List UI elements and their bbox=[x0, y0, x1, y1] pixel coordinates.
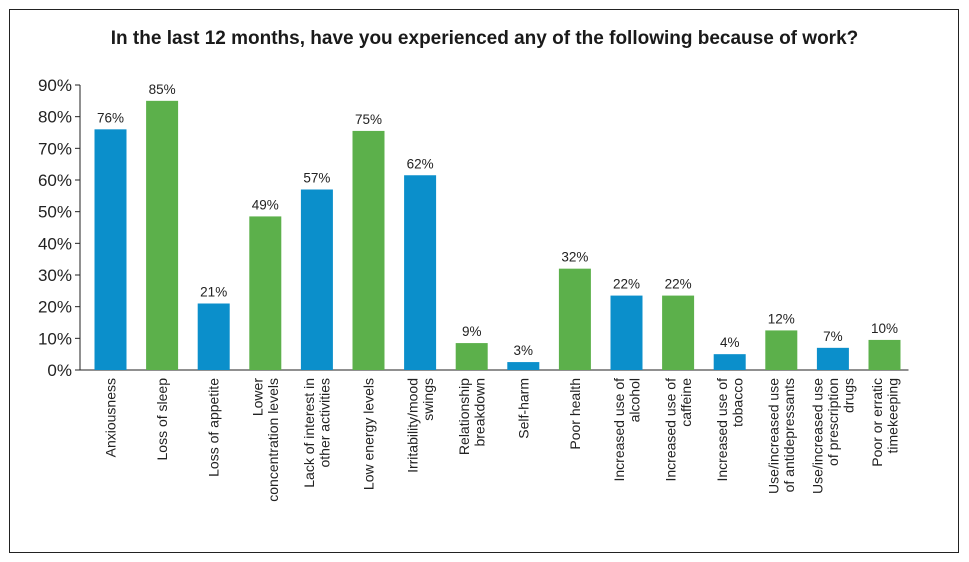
y-tick-label: 80% bbox=[38, 108, 72, 127]
category-label: timekeeping bbox=[884, 378, 900, 454]
data-label: 85% bbox=[149, 82, 176, 97]
bars bbox=[94, 100, 901, 370]
data-label: 3% bbox=[514, 343, 534, 358]
data-label: 21% bbox=[200, 285, 227, 300]
data-label: 7% bbox=[823, 329, 843, 344]
category-label: tobacco bbox=[729, 378, 745, 427]
category-label: swings bbox=[420, 378, 436, 421]
category-label: Poor health bbox=[567, 378, 583, 450]
value-labels: 76% 85% 21% 49% 57% 75% 62% 9% 3% 32% 22% 22% 4% 12% 7… bbox=[97, 82, 898, 358]
category-label: other activities bbox=[317, 378, 333, 467]
data-label: 12% bbox=[768, 311, 795, 326]
y-tick-label: 60% bbox=[38, 171, 72, 190]
category-label: Low energy levels bbox=[361, 378, 377, 490]
data-label: 4% bbox=[720, 335, 740, 350]
y-tick-label: 50% bbox=[38, 203, 72, 222]
bar bbox=[404, 175, 437, 370]
category-label: Self-harm bbox=[515, 378, 531, 439]
bar bbox=[197, 303, 230, 370]
data-label: 76% bbox=[97, 110, 124, 125]
category-label: drugs bbox=[840, 378, 856, 413]
y-axis: 0% 10% 20% 30% 40% 50% 60% 70% 80% 90% bbox=[38, 76, 909, 380]
bar bbox=[765, 330, 798, 370]
category-label: Lower bbox=[250, 378, 266, 416]
data-label: 22% bbox=[665, 277, 692, 292]
category-label: Lack of interest in bbox=[301, 378, 317, 488]
category-label: Increased use of bbox=[662, 378, 678, 482]
bar bbox=[146, 100, 179, 370]
category-label: of antidepressants bbox=[781, 378, 797, 492]
category-label: Loss of appetite bbox=[206, 378, 222, 477]
category-label: Use/increased use bbox=[809, 378, 825, 494]
category-label: Loss of sleep bbox=[154, 378, 170, 461]
category-label: alcohol bbox=[626, 378, 642, 422]
category-label: breakdown bbox=[471, 378, 487, 447]
y-tick-label: 20% bbox=[38, 298, 72, 317]
category-label: Increased use of bbox=[714, 378, 730, 482]
data-label: 9% bbox=[462, 324, 482, 339]
bar bbox=[610, 295, 643, 370]
y-tick-label: 10% bbox=[38, 329, 72, 348]
bar bbox=[455, 343, 488, 370]
category-label: Poor or erratic bbox=[869, 378, 885, 467]
bar bbox=[662, 295, 695, 370]
y-tick-label: 30% bbox=[38, 266, 72, 285]
y-tick-label: 0% bbox=[47, 361, 72, 380]
category-labels: Anxiousness Loss of sleep Loss of appetite… bbox=[103, 378, 901, 502]
chart-title: In the last 12 months, have you experien… bbox=[110, 28, 859, 49]
category-label: concentration levels bbox=[265, 378, 281, 502]
category-label: of prescription bbox=[825, 378, 841, 466]
bar bbox=[868, 339, 901, 370]
bar bbox=[352, 130, 385, 370]
bar bbox=[713, 354, 746, 370]
data-label: 75% bbox=[355, 112, 382, 127]
bar bbox=[816, 347, 849, 370]
category-label: Relationship bbox=[456, 378, 472, 455]
y-tick-label: 70% bbox=[38, 139, 72, 158]
data-label: 49% bbox=[252, 197, 279, 212]
bar bbox=[300, 189, 333, 370]
bar bbox=[507, 362, 540, 370]
data-label: 32% bbox=[561, 250, 588, 265]
bar bbox=[249, 216, 282, 370]
data-label: 10% bbox=[871, 321, 898, 336]
category-label: Anxiousness bbox=[103, 378, 119, 457]
data-label: 62% bbox=[407, 156, 434, 171]
data-label: 22% bbox=[613, 277, 640, 292]
category-label: caffeine bbox=[678, 378, 694, 427]
category-label: Irritability/mood bbox=[404, 378, 420, 473]
data-label: 57% bbox=[303, 171, 330, 186]
y-tick-label: 40% bbox=[38, 234, 72, 253]
category-label: Increased use of bbox=[611, 378, 627, 482]
bar bbox=[558, 268, 591, 370]
y-tick-label: 90% bbox=[38, 76, 72, 95]
category-label: Use/increased use bbox=[766, 378, 782, 494]
bar bbox=[94, 129, 127, 370]
